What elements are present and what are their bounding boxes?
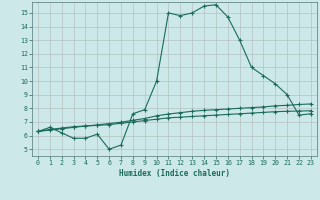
X-axis label: Humidex (Indice chaleur): Humidex (Indice chaleur): [119, 169, 230, 178]
